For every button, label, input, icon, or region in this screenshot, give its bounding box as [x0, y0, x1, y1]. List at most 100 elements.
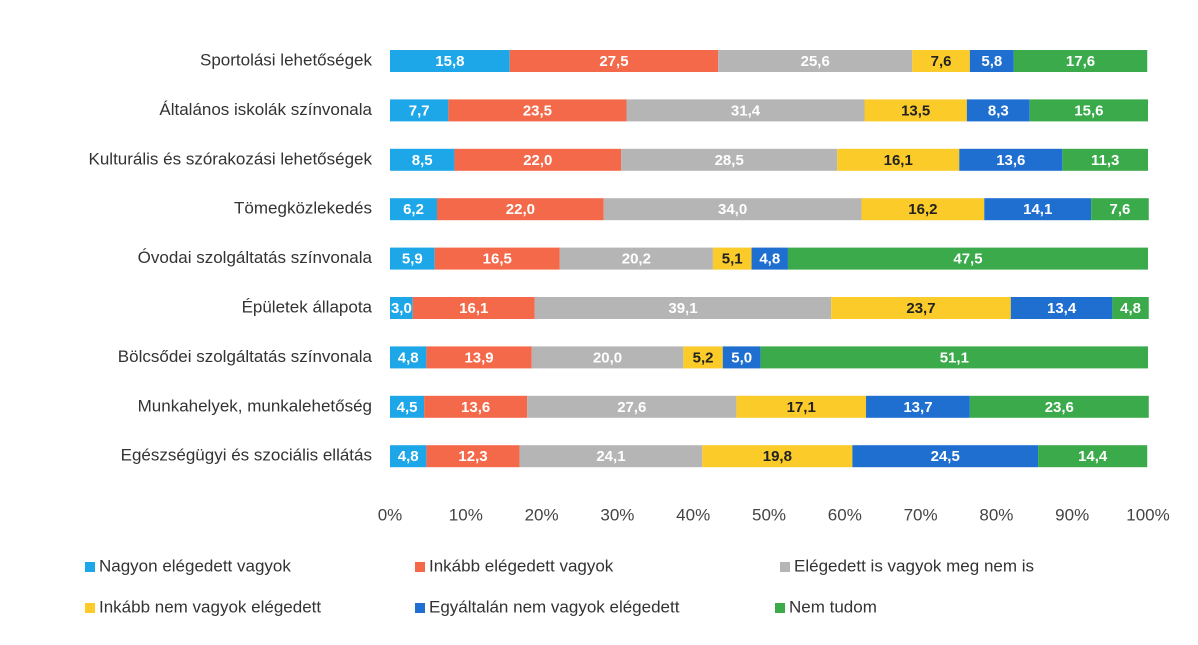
bar-segment: [436, 198, 604, 221]
bar-segment: [434, 247, 560, 270]
value-label: 4,8: [759, 251, 780, 268]
bar-segment: [531, 346, 684, 369]
value-label: 14,4: [1078, 448, 1108, 465]
x-tick-label: 100%: [1126, 505, 1169, 524]
value-label: 28,5: [715, 152, 744, 169]
bar-segment: [1091, 198, 1149, 221]
value-label: 39,1: [668, 300, 697, 317]
legend-swatch: [775, 603, 785, 613]
category-label: Tömegközlekedés: [234, 199, 372, 218]
bar-segment: [519, 445, 703, 468]
value-label: 13,7: [903, 399, 932, 416]
value-label: 5,1: [722, 251, 743, 268]
value-label: 27,6: [617, 399, 646, 416]
value-label: 20,0: [593, 349, 622, 366]
value-label: 15,6: [1074, 102, 1103, 119]
value-label: 14,1: [1023, 201, 1052, 218]
value-label: 31,4: [731, 102, 761, 119]
bar-segment: [1062, 148, 1148, 171]
legend-label: Inkább nem vagyok elégedett: [99, 597, 321, 616]
category-label: Bölcsődei szolgáltatás színvonala: [118, 347, 373, 366]
value-label: 7,6: [1110, 201, 1131, 218]
bar-segment: [390, 50, 510, 72]
bar-segment: [390, 445, 427, 468]
value-label: 11,3: [1091, 152, 1119, 169]
value-label: 20,2: [622, 251, 651, 268]
bar-segment: [912, 50, 970, 72]
bar-segment: [1038, 445, 1148, 468]
value-label: 16,1: [884, 152, 913, 169]
bar-segment: [861, 198, 985, 221]
bar-segment: [509, 50, 719, 72]
value-label: 25,6: [801, 53, 830, 70]
bar-segment: [426, 346, 532, 369]
value-label: 4,5: [397, 399, 418, 416]
value-label: 13,6: [996, 152, 1025, 169]
value-label: 17,1: [787, 399, 816, 416]
value-label: 6,2: [403, 201, 424, 218]
value-label: 7,6: [931, 53, 952, 70]
category-label: Munkahelyek, munkalehetőség: [138, 396, 372, 415]
bar-segment: [736, 395, 867, 418]
value-label: 12,3: [458, 448, 487, 465]
value-label: 4,8: [398, 349, 419, 366]
value-label: 51,1: [940, 349, 969, 366]
bar-segment: [559, 247, 713, 270]
bar-segment: [412, 297, 535, 319]
bar-segment: [454, 148, 622, 171]
value-label: 17,6: [1066, 53, 1095, 70]
value-label: 34,0: [718, 201, 747, 218]
value-label: 13,4: [1047, 300, 1077, 317]
bar-segment: [1013, 50, 1148, 72]
legend-label: Nagyon elégedett vagyok: [99, 556, 291, 575]
bar-segment: [390, 395, 425, 418]
bar-segment: [390, 99, 449, 122]
legend-label: Inkább elégedett vagyok: [429, 556, 614, 575]
value-label: 24,5: [931, 448, 960, 465]
bar-segment: [683, 346, 723, 369]
bar-segment: [864, 99, 967, 122]
bar-segment: [390, 297, 413, 319]
legend-label: Elégedett is vagyok meg nem is: [794, 556, 1034, 575]
bar-segment: [702, 445, 853, 468]
bar-segment: [390, 346, 427, 369]
bar-segment: [626, 99, 865, 122]
x-tick-label: 10%: [449, 505, 483, 524]
bar-segment: [448, 99, 627, 122]
bar-segment: [426, 445, 520, 468]
bar-segment: [722, 346, 761, 369]
bar-segment: [966, 99, 1030, 122]
x-tick-label: 90%: [1055, 505, 1089, 524]
bar-segment: [969, 50, 1014, 72]
x-tick-label: 50%: [752, 505, 786, 524]
value-label: 27,5: [599, 53, 628, 70]
bar-segment: [852, 445, 1039, 468]
value-label: 15,8: [435, 53, 464, 70]
value-label: 23,5: [523, 102, 552, 119]
x-tick-label: 70%: [904, 505, 938, 524]
value-label: 16,5: [483, 251, 512, 268]
legend-swatch: [85, 562, 95, 572]
value-label: 19,8: [763, 448, 792, 465]
bar-segment: [390, 247, 435, 270]
value-label: 5,9: [402, 251, 423, 268]
bar-segment: [760, 346, 1148, 369]
bar-segment: [787, 247, 1148, 270]
bar-segment: [969, 395, 1149, 418]
value-label: 7,7: [409, 102, 430, 119]
legend-swatch: [415, 562, 425, 572]
value-label: 8,3: [988, 102, 1009, 119]
x-tick-label: 30%: [600, 505, 634, 524]
value-label: 16,1: [459, 300, 488, 317]
category-label: Kulturális és szórakozási lehetőségek: [89, 149, 373, 168]
value-label: 5,2: [693, 349, 714, 366]
legend-label: Nem tudom: [789, 597, 877, 616]
bar-segment: [837, 148, 960, 171]
bar-segment: [534, 297, 832, 319]
legend-label: Egyáltalán nem vagyok elégedett: [429, 597, 680, 616]
value-label: 47,5: [953, 251, 982, 268]
x-tick-label: 60%: [828, 505, 862, 524]
bar-segment: [424, 395, 528, 418]
bar-segment: [751, 247, 788, 270]
value-label: 3,0: [391, 300, 412, 317]
